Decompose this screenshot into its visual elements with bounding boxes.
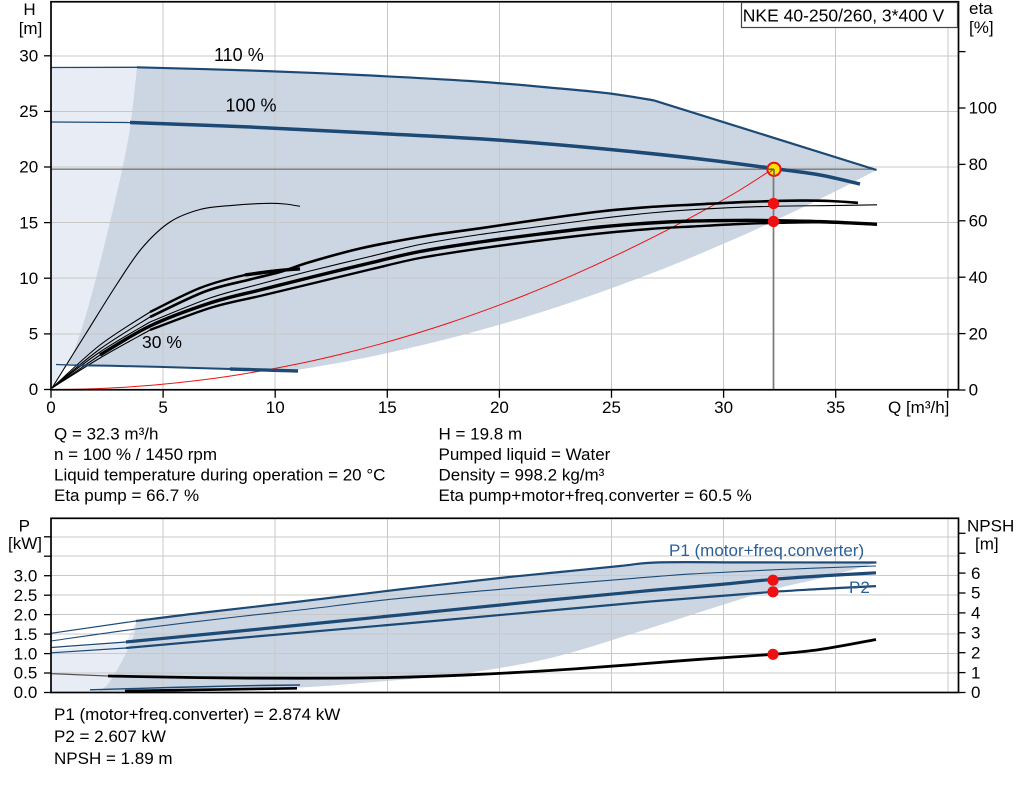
svg-text:NPSH = 1.89 m: NPSH = 1.89 m: [54, 749, 173, 768]
svg-text:25: 25: [19, 102, 38, 121]
svg-text:0.0: 0.0: [14, 683, 38, 702]
svg-text:eta: eta: [969, 0, 993, 18]
svg-text:H = 19.8 m: H = 19.8 m: [439, 425, 523, 444]
svg-text:30: 30: [714, 398, 733, 417]
svg-text:20: 20: [19, 158, 38, 177]
svg-text:0: 0: [969, 381, 978, 400]
svg-text:15: 15: [378, 398, 397, 417]
svg-text:30 %: 30 %: [142, 332, 182, 352]
svg-text:P1 (motor+freq.converter) = 2.: P1 (motor+freq.converter) = 2.874 kW: [54, 705, 340, 724]
svg-text:Pumped liquid = Water: Pumped liquid = Water: [439, 445, 611, 464]
svg-text:0: 0: [46, 398, 55, 417]
svg-text:4: 4: [971, 604, 980, 623]
svg-text:Eta pump = 66.7 %: Eta pump = 66.7 %: [54, 486, 199, 505]
svg-text:Eta pump+motor+freq.converter: Eta pump+motor+freq.converter = 60.5 %: [439, 486, 752, 505]
svg-text:1.0: 1.0: [14, 644, 38, 663]
svg-text:H: H: [23, 0, 35, 19]
svg-text:100 %: 100 %: [226, 96, 277, 116]
svg-text:25: 25: [602, 398, 621, 417]
svg-text:n = 100 % / 1450 rpm: n = 100 % / 1450 rpm: [54, 445, 217, 464]
svg-text:35: 35: [826, 398, 845, 417]
svg-text:0.5: 0.5: [14, 664, 38, 683]
svg-text:40: 40: [969, 268, 988, 287]
svg-text:Liquid temperature during oper: Liquid temperature during operation = 20…: [54, 466, 385, 485]
svg-text:0: 0: [971, 683, 980, 702]
svg-text:5: 5: [971, 584, 980, 603]
svg-text:[m]: [m]: [19, 19, 43, 38]
svg-text:Q = 32.3 m³/h: Q = 32.3 m³/h: [54, 425, 158, 444]
svg-text:1.5: 1.5: [14, 625, 38, 644]
svg-text:60: 60: [969, 212, 988, 231]
svg-text:5: 5: [158, 398, 167, 417]
svg-text:NKE 40-250/260, 3*400 V: NKE 40-250/260, 3*400 V: [743, 6, 945, 26]
svg-text:30: 30: [19, 47, 38, 66]
svg-text:5: 5: [29, 325, 38, 344]
svg-text:20: 20: [490, 398, 509, 417]
svg-text:3.0: 3.0: [14, 566, 38, 585]
svg-text:NPSH: NPSH: [967, 517, 1014, 536]
svg-text:100: 100: [969, 99, 997, 118]
svg-text:P2 = 2.607 kW: P2 = 2.607 kW: [54, 727, 166, 746]
svg-text:[kW]: [kW]: [8, 534, 42, 553]
svg-text:20: 20: [969, 324, 988, 343]
svg-text:Q [m³/h]: Q [m³/h]: [888, 398, 949, 417]
svg-text:80: 80: [969, 155, 988, 174]
svg-text:1: 1: [971, 663, 980, 682]
svg-text:2.0: 2.0: [14, 605, 38, 624]
svg-text:[%]: [%]: [969, 18, 994, 37]
svg-text:6: 6: [971, 564, 980, 583]
svg-text:P1 (motor+freq.converter): P1 (motor+freq.converter): [669, 541, 864, 560]
svg-text:10: 10: [266, 398, 285, 417]
svg-text:2.5: 2.5: [14, 586, 38, 605]
svg-text:0: 0: [29, 380, 38, 399]
svg-text:Density = 998.2 kg/m³: Density = 998.2 kg/m³: [439, 466, 605, 485]
svg-text:2: 2: [971, 643, 980, 662]
svg-text:P: P: [19, 517, 30, 536]
svg-text:15: 15: [19, 213, 38, 232]
svg-text:110 %: 110 %: [214, 45, 264, 65]
svg-text:3: 3: [971, 624, 980, 643]
svg-text:[m]: [m]: [975, 535, 999, 554]
svg-text:10: 10: [19, 269, 38, 288]
svg-text:P2: P2: [849, 578, 870, 597]
